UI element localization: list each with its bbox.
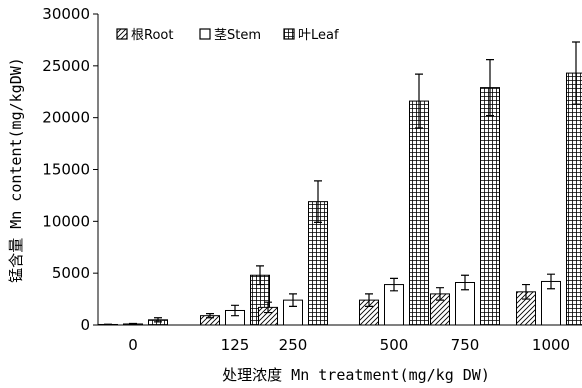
y-tick-label: 15000 (42, 161, 90, 179)
y-tick-label: 30000 (42, 5, 90, 23)
legend-swatch (199, 28, 211, 40)
error-bar (264, 301, 272, 314)
bar (566, 72, 582, 326)
bars (98, 41, 582, 326)
legend: 根Root 茎Stem 叶Leaf (116, 28, 339, 43)
error-bar (390, 277, 398, 292)
error-bar (256, 265, 264, 286)
x-axis-title: 处理浓度 Mn treatment(mg/kg DW) (222, 366, 490, 384)
error-bar (365, 293, 373, 307)
legend-label: 茎Stem (214, 28, 261, 43)
error-bar (129, 322, 137, 326)
error-bar (522, 283, 530, 300)
legend-label: 根Root (131, 28, 173, 43)
legend-swatch (116, 28, 128, 40)
y-axis: 0 5000 10000 15000 20000 25000 30000 (42, 5, 99, 334)
error-bar (415, 73, 423, 129)
error-bar (289, 293, 297, 307)
error-bar (231, 304, 239, 317)
legend-swatch (283, 28, 295, 40)
x-tick-label: 125 (221, 336, 250, 354)
bar (480, 87, 500, 326)
x-tick-label: 250 (279, 336, 308, 354)
error-bar (104, 323, 112, 326)
error-bar (154, 317, 162, 323)
y-axis-title: 锰含量 Mn content(mg/kgDW) (7, 57, 25, 283)
y-tick-label: 20000 (42, 109, 90, 127)
y-tick-label: 25000 (42, 57, 90, 75)
x-tick-label: 750 (451, 336, 480, 354)
error-bar (314, 180, 322, 223)
x-tick-label: 1000 (532, 336, 570, 354)
error-bar (572, 41, 580, 105)
y-tick-label: 10000 (42, 212, 90, 230)
x-tick-label: 500 (380, 336, 409, 354)
legend-label: 叶Leaf (298, 28, 339, 43)
y-tick-label: 5000 (52, 264, 90, 282)
x-axis: 0 125 250 500 750 1000 (98, 324, 582, 354)
y-tick-label: 0 (80, 316, 90, 334)
x-tick-label: 0 (128, 336, 138, 354)
error-bar (461, 274, 469, 291)
error-bar (486, 59, 494, 117)
bar (409, 100, 429, 326)
error-bar (206, 312, 214, 319)
error-bar (436, 287, 444, 301)
error-bar (547, 273, 555, 290)
